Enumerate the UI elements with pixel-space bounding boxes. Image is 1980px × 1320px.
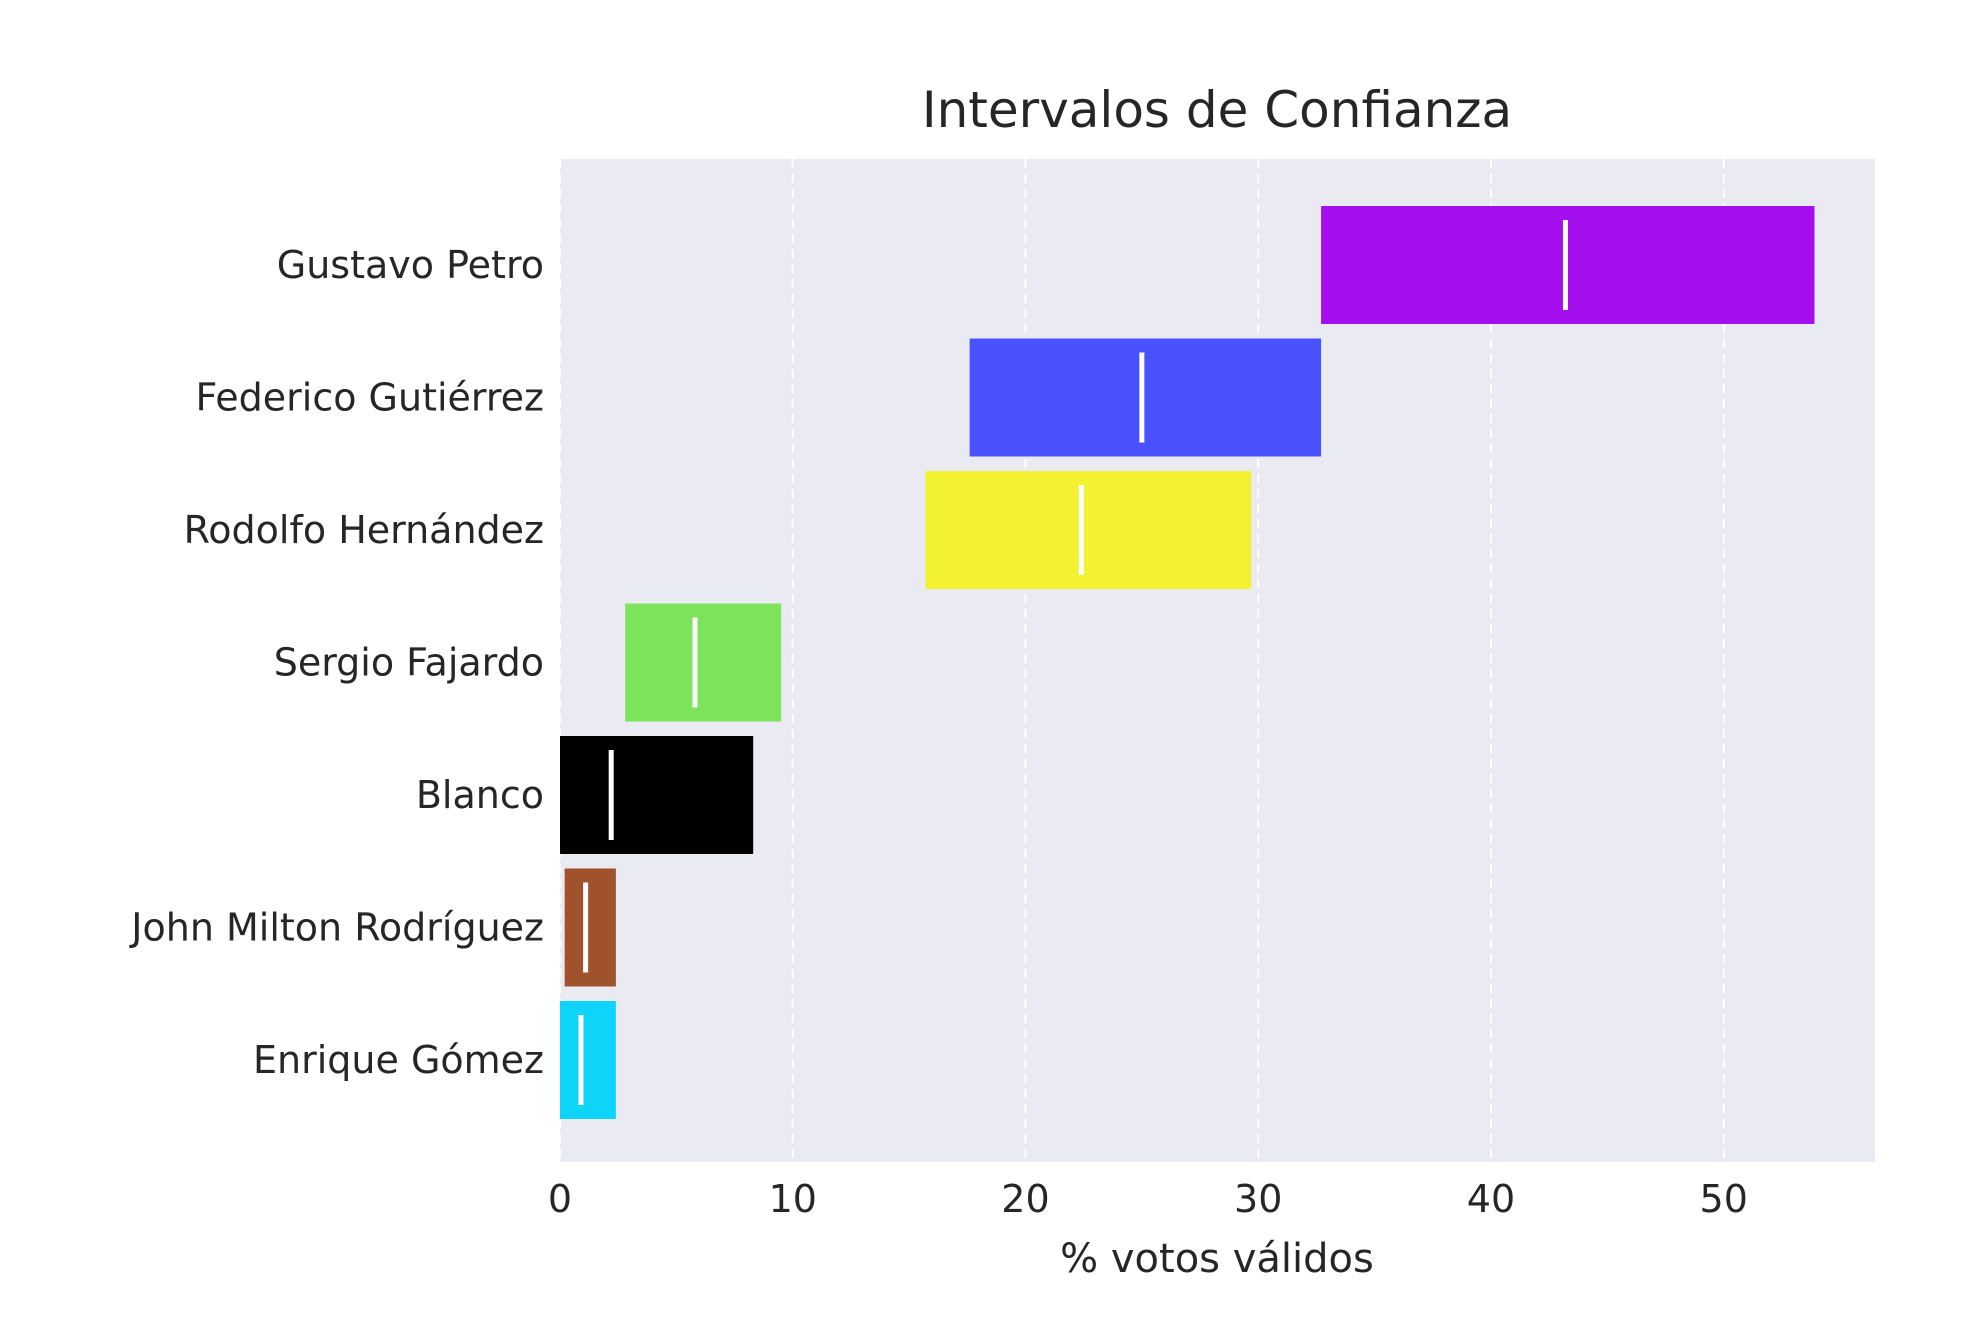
grid — [559, 159, 1725, 1162]
interval-bar — [625, 603, 782, 722]
x-tick-label: 50 — [1700, 1177, 1748, 1221]
x-tick-label: 10 — [769, 1177, 817, 1221]
x-tick-label: 0 — [548, 1177, 572, 1221]
interval-bar — [969, 338, 1322, 457]
x-tick-label: 40 — [1467, 1177, 1515, 1221]
y-tick-label: John Milton Rodríguez — [129, 906, 544, 950]
y-tick-labels: Gustavo Petro Federico Gutiérrez Rodolfo H… — [129, 243, 544, 1082]
y-tick-label: Federico Gutiérrez — [196, 376, 545, 420]
interval-bars — [560, 206, 1815, 1119]
interval-bar — [925, 471, 1252, 589]
y-tick-label: Blanco — [416, 773, 544, 817]
y-tick-label: Enrique Gómez — [253, 1038, 544, 1082]
x-axis-label: % votos válidos — [1060, 1236, 1374, 1282]
x-tick-label: 30 — [1234, 1177, 1282, 1221]
interval-bar — [560, 1001, 616, 1119]
chart-title: Intervalos de Confianza — [922, 81, 1512, 139]
interval-bar — [560, 736, 754, 854]
y-tick-label: Rodolfo Hernández — [184, 508, 544, 552]
x-tick-label: 20 — [1001, 1177, 1049, 1221]
x-tick-labels: 0 10 20 30 40 50 — [548, 1177, 1748, 1221]
interval-bar — [564, 868, 616, 987]
y-tick-label: Sergio Fajardo — [274, 641, 544, 685]
y-tick-label: Gustavo Petro — [277, 243, 544, 287]
